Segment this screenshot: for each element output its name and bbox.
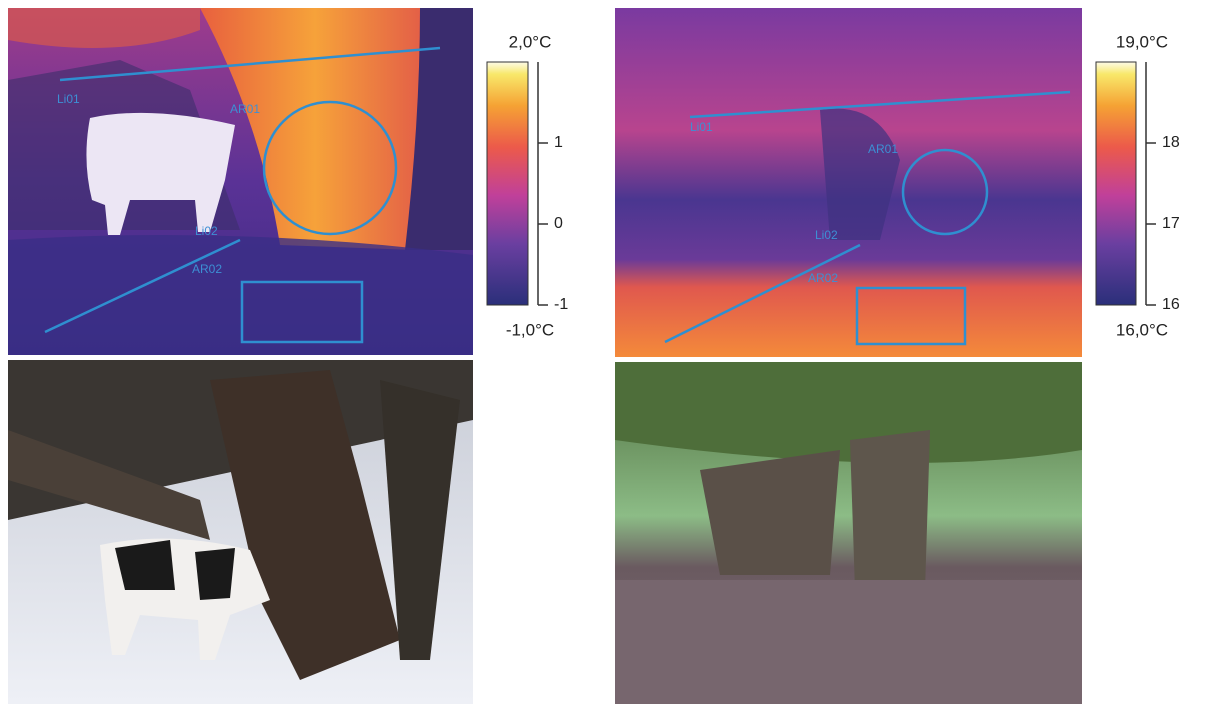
annotation: AR02 bbox=[808, 271, 838, 285]
photo-left bbox=[8, 360, 473, 704]
tick-label: 16 bbox=[1162, 296, 1180, 313]
annotation: AR01 bbox=[230, 102, 260, 116]
colorbar-max-label: 2,0°C bbox=[509, 32, 552, 51]
colorbar-right: 19,0°C 16,0°C bbox=[1096, 32, 1168, 339]
annotation: Li01 bbox=[57, 92, 80, 106]
tick-label: 0 bbox=[554, 215, 563, 232]
colorbar-max-label: 19,0°C bbox=[1116, 32, 1168, 51]
colorbar-min-label: -1,0°C bbox=[506, 320, 554, 339]
tick-label: 18 bbox=[1162, 134, 1180, 151]
tick-label: 1 bbox=[554, 134, 563, 151]
annotation: Li02 bbox=[195, 224, 218, 238]
tick-label: 17 bbox=[1162, 215, 1180, 232]
annotation: AR01 bbox=[868, 142, 898, 156]
tick-label: -1 bbox=[554, 296, 568, 313]
photo-right bbox=[615, 362, 1082, 704]
figure: Li01 AR01 Li02 AR02 Li01 AR01 Li02 AR02 bbox=[0, 0, 1210, 704]
colorbar-min-label: 16,0°C bbox=[1116, 320, 1168, 339]
annotation: Li01 bbox=[690, 120, 713, 134]
colorbar-left: 2,0°C -1,0°C bbox=[487, 32, 554, 339]
thermal-image-left: Li01 AR01 Li02 AR02 bbox=[8, 8, 473, 355]
thermal-image-right: Li01 AR01 Li02 AR02 bbox=[615, 8, 1082, 357]
annotation: AR02 bbox=[192, 262, 222, 276]
annotation: Li02 bbox=[815, 228, 838, 242]
